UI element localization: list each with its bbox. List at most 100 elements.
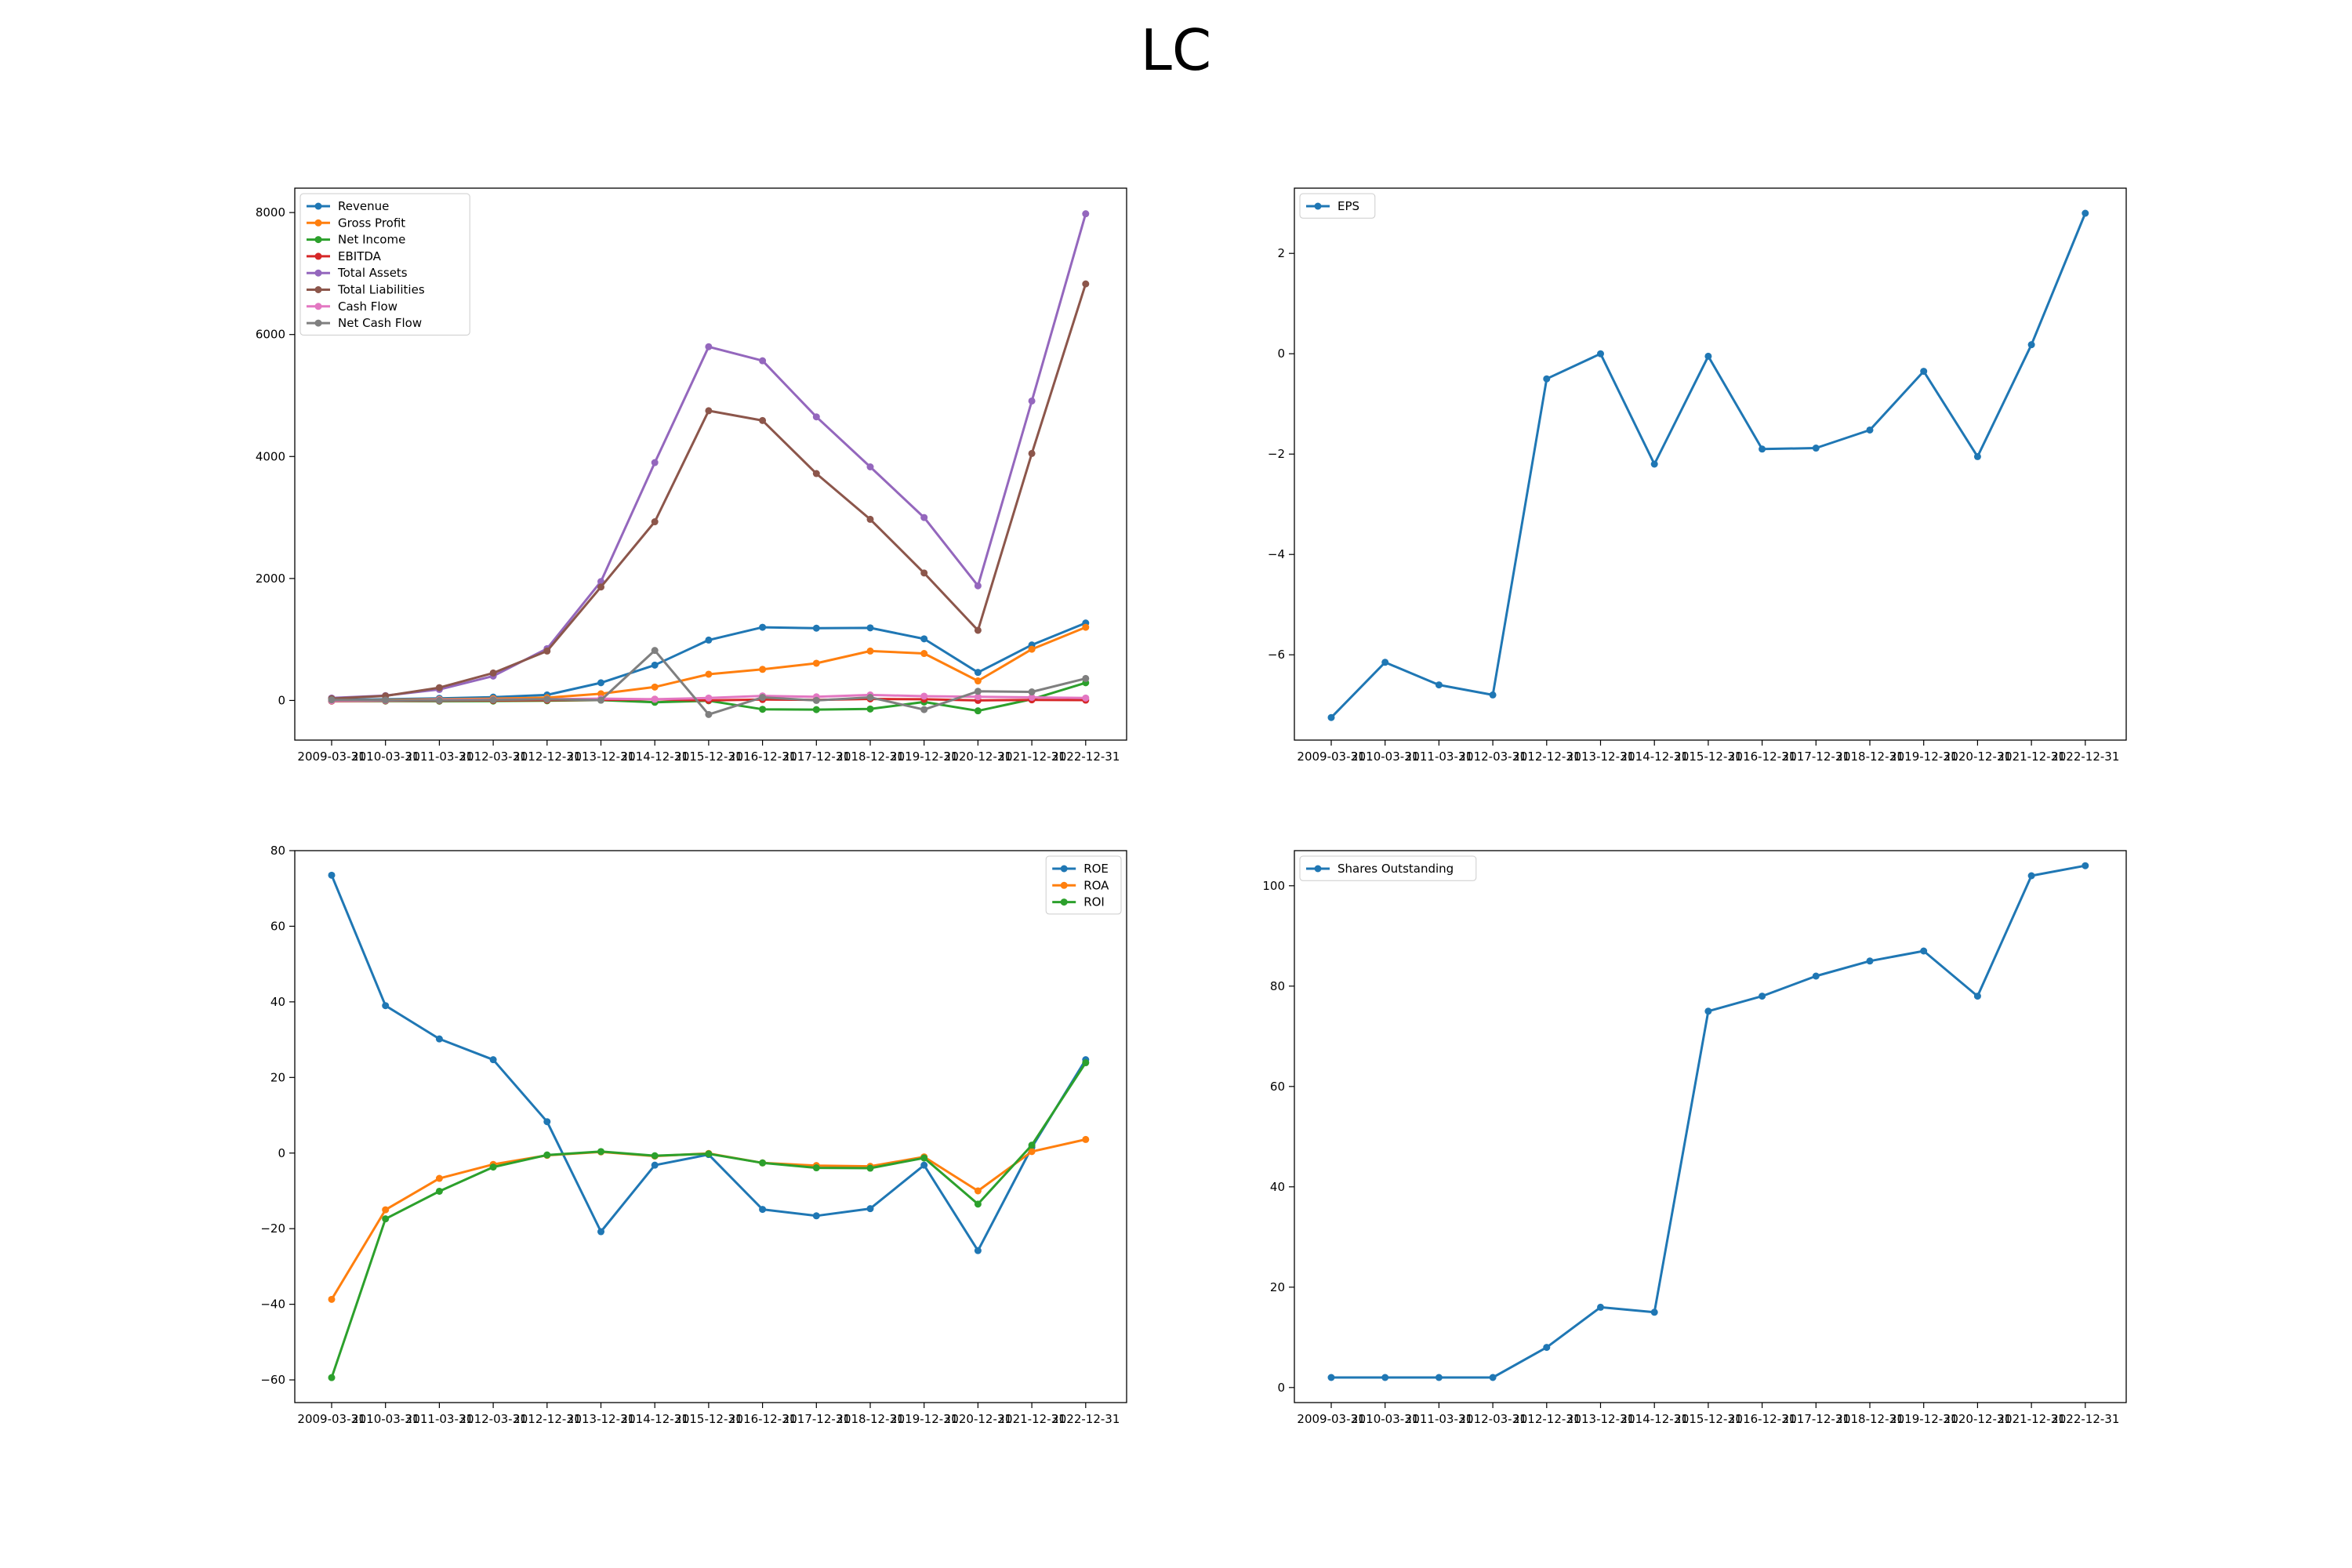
- x-tick-label: 2022-12-31: [1051, 1412, 1120, 1426]
- data-point: [1543, 1344, 1551, 1352]
- x-tick-label: 2015-12-31: [1674, 1412, 1742, 1426]
- data-point: [920, 650, 928, 658]
- y-tick-label: 40: [270, 995, 285, 1009]
- y-tick-label: 8000: [256, 205, 285, 220]
- plot-frame: [1294, 850, 2127, 1403]
- x-tick-label: 2022-12-31: [1051, 750, 1120, 764]
- data-point: [812, 624, 820, 632]
- data-point: [705, 670, 713, 678]
- data-point: [651, 647, 659, 655]
- data-point: [1082, 1135, 1090, 1143]
- data-point: [705, 636, 713, 644]
- x-tick-label: 2010-03-31: [351, 750, 419, 764]
- data-point: [812, 470, 820, 477]
- y-tick-label: 4000: [256, 449, 285, 463]
- legend-marker: [314, 286, 322, 293]
- data-point: [974, 626, 982, 634]
- legend-label-net-income: Net Income: [338, 233, 405, 247]
- data-point: [812, 413, 820, 421]
- legend: EPS: [1299, 193, 1376, 219]
- data-point: [2027, 872, 2035, 880]
- plot-frame: [1294, 187, 2127, 741]
- data-point: [1489, 1374, 1497, 1381]
- data-point: [1082, 280, 1090, 288]
- data-point: [597, 583, 604, 591]
- x-tick-label: 2013-12-31: [567, 750, 635, 764]
- x-tick-label: 2012-03-31: [459, 750, 528, 764]
- x-tick-label: 2022-12-31: [2051, 1412, 2119, 1426]
- series-total-liabilities: [328, 280, 1090, 702]
- data-point: [759, 666, 767, 673]
- series-eps: [1327, 209, 2089, 721]
- data-point: [1759, 993, 1766, 1000]
- y-tick-label: 0: [1277, 347, 1285, 361]
- plot-frame: [294, 187, 1127, 741]
- data-point: [328, 871, 336, 879]
- y-tick-label: 2000: [256, 572, 285, 586]
- x-tick-label: 2013-12-31: [1566, 1412, 1635, 1426]
- data-point: [1435, 1374, 1443, 1381]
- x-tick-label: 2009-03-31: [1297, 1412, 1365, 1426]
- data-point: [489, 1056, 497, 1064]
- x-tick-label: 2016-12-31: [1728, 1412, 1796, 1426]
- legend-label-revenue: Revenue: [338, 199, 389, 213]
- shares-outstanding-chart: 2009-03-312010-03-312011-03-312012-03-31…: [1262, 850, 2127, 1426]
- y-tick-label: 60: [1270, 1080, 1285, 1094]
- data-point: [1650, 460, 1658, 468]
- data-point: [974, 1187, 982, 1195]
- legend-box: [1299, 855, 1477, 881]
- x-tick-label: 2012-12-31: [1512, 750, 1581, 764]
- legend-marker: [1060, 881, 1068, 889]
- x-tick-label: 2010-03-31: [351, 1412, 419, 1426]
- y-tick-label: −6: [1268, 648, 1285, 662]
- data-point: [435, 1187, 443, 1195]
- data-point: [651, 683, 659, 691]
- x-tick-label: 2012-03-31: [1459, 1412, 1527, 1426]
- y-tick-label: 80: [1270, 979, 1285, 993]
- data-point: [1973, 452, 1981, 460]
- data-point: [920, 569, 928, 577]
- x-tick-label: 2020-12-31: [944, 750, 1012, 764]
- data-point: [1489, 691, 1497, 699]
- x-tick-label: 2012-03-31: [1459, 750, 1527, 764]
- data-point: [920, 1154, 928, 1162]
- data-point: [866, 694, 874, 702]
- data-point: [597, 679, 604, 687]
- legend-marker: [1060, 865, 1068, 873]
- data-point: [1650, 1308, 1658, 1316]
- data-point: [1704, 352, 1712, 360]
- legend-marker: [314, 219, 322, 227]
- legend-marker: [314, 303, 322, 310]
- data-point: [866, 1205, 874, 1213]
- data-point: [435, 1035, 443, 1043]
- x-tick-label: 2014-12-31: [621, 1412, 689, 1426]
- data-point: [597, 1148, 604, 1156]
- data-point: [435, 696, 443, 704]
- legend-label-ebitda: EBITDA: [338, 249, 382, 263]
- legend-marker: [1060, 898, 1068, 906]
- legend: Revenue Gross Profit Net Income EBITDA Total…: [299, 193, 470, 336]
- data-point: [974, 707, 982, 715]
- data-point: [1028, 1148, 1036, 1156]
- data-point: [1028, 645, 1036, 653]
- plot-frame: [294, 850, 1127, 1403]
- data-point: [1028, 1142, 1036, 1149]
- data-point: [1082, 674, 1090, 682]
- x-tick-label: 2012-12-31: [513, 750, 581, 764]
- x-tick-label: 2010-03-31: [1351, 750, 1419, 764]
- x-tick-label: 2009-03-31: [297, 750, 365, 764]
- legend-marker: [1314, 202, 1322, 210]
- data-point: [1082, 1059, 1090, 1067]
- data-point: [1082, 623, 1090, 631]
- data-point: [1327, 713, 1335, 721]
- series-roa: [328, 1135, 1090, 1303]
- legend-marker: [314, 236, 322, 244]
- data-point: [920, 1161, 928, 1169]
- data-point: [812, 659, 820, 667]
- legend-label-roe: ROE: [1083, 862, 1109, 876]
- legend: ROE ROA ROI: [1045, 855, 1122, 915]
- data-point: [543, 1151, 551, 1159]
- data-point: [974, 1200, 982, 1208]
- series-net-cash-flow: [328, 647, 1090, 718]
- data-point: [1082, 694, 1090, 702]
